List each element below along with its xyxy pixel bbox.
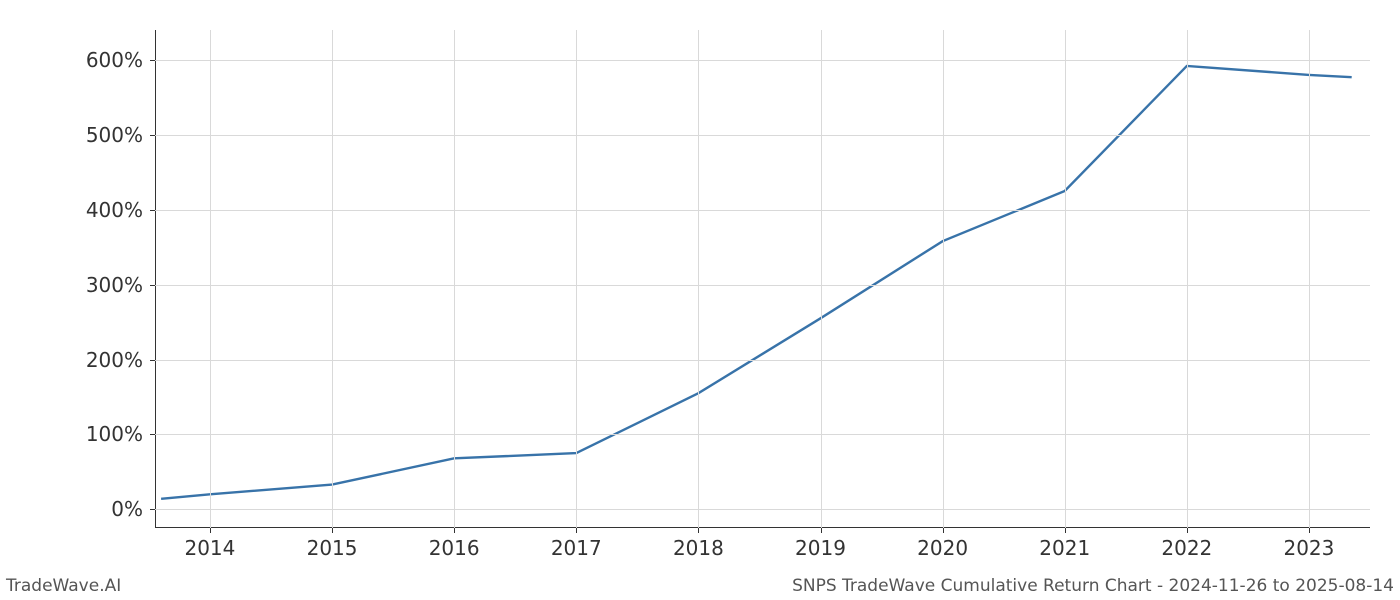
grid-line-h <box>155 509 1370 510</box>
y-tick-label: 0% <box>111 497 143 521</box>
grid-line-v <box>698 30 699 528</box>
footer-caption: SNPS TradeWave Cumulative Return Chart -… <box>792 576 1394 596</box>
grid-line-h <box>155 135 1370 136</box>
x-tick-label: 2018 <box>673 536 724 560</box>
grid-line-h <box>155 210 1370 211</box>
x-tick-mark <box>1187 528 1188 533</box>
grid-line-h <box>155 285 1370 286</box>
x-tick-label: 2016 <box>429 536 480 560</box>
x-tick-label: 2021 <box>1039 536 1090 560</box>
x-tick-mark <box>698 528 699 533</box>
chart-container: 2014 2015 2016 2017 2018 2019 2020 2021 2022 2023… <box>0 0 1400 600</box>
grid-line-v <box>821 30 822 528</box>
x-tick-label: 2023 <box>1283 536 1334 560</box>
x-tick-mark <box>943 528 944 533</box>
y-tick-mark <box>150 135 155 136</box>
grid-line-v <box>1187 30 1188 528</box>
x-tick-mark <box>454 528 455 533</box>
grid-line-h <box>155 434 1370 435</box>
y-tick-mark <box>150 509 155 510</box>
grid-line-v <box>1309 30 1310 528</box>
x-tick-label: 2014 <box>184 536 235 560</box>
y-tick-mark <box>150 210 155 211</box>
y-tick-mark <box>150 434 155 435</box>
x-tick-label: 2022 <box>1161 536 1212 560</box>
y-tick-mark <box>150 360 155 361</box>
y-tick-label: 500% <box>86 123 143 147</box>
grid-line-v <box>210 30 211 528</box>
grid-line-v <box>576 30 577 528</box>
x-tick-mark <box>1065 528 1066 533</box>
y-axis-spine <box>155 30 156 528</box>
x-tick-mark <box>210 528 211 533</box>
x-tick-label: 2020 <box>917 536 968 560</box>
y-tick-label: 200% <box>86 348 143 372</box>
x-tick-label: 2019 <box>795 536 846 560</box>
plot-area: 2014201520162017201820192020202120222023… <box>155 30 1370 528</box>
grid-line-v <box>1065 30 1066 528</box>
grid-line-v <box>332 30 333 528</box>
y-tick-label: 300% <box>86 273 143 297</box>
y-tick-label: 600% <box>86 48 143 72</box>
y-tick-label: 400% <box>86 198 143 222</box>
x-tick-mark <box>332 528 333 533</box>
y-tick-mark <box>150 285 155 286</box>
grid-line-h <box>155 360 1370 361</box>
y-tick-label: 100% <box>86 422 143 446</box>
y-tick-mark <box>150 60 155 61</box>
grid-line-v <box>943 30 944 528</box>
footer-brand: TradeWave.AI <box>6 576 121 596</box>
x-tick-mark <box>821 528 822 533</box>
x-tick-label: 2015 <box>307 536 358 560</box>
x-tick-mark <box>1309 528 1310 533</box>
grid-line-v <box>454 30 455 528</box>
x-tick-label: 2017 <box>551 536 602 560</box>
grid-line-h <box>155 60 1370 61</box>
x-tick-mark <box>576 528 577 533</box>
